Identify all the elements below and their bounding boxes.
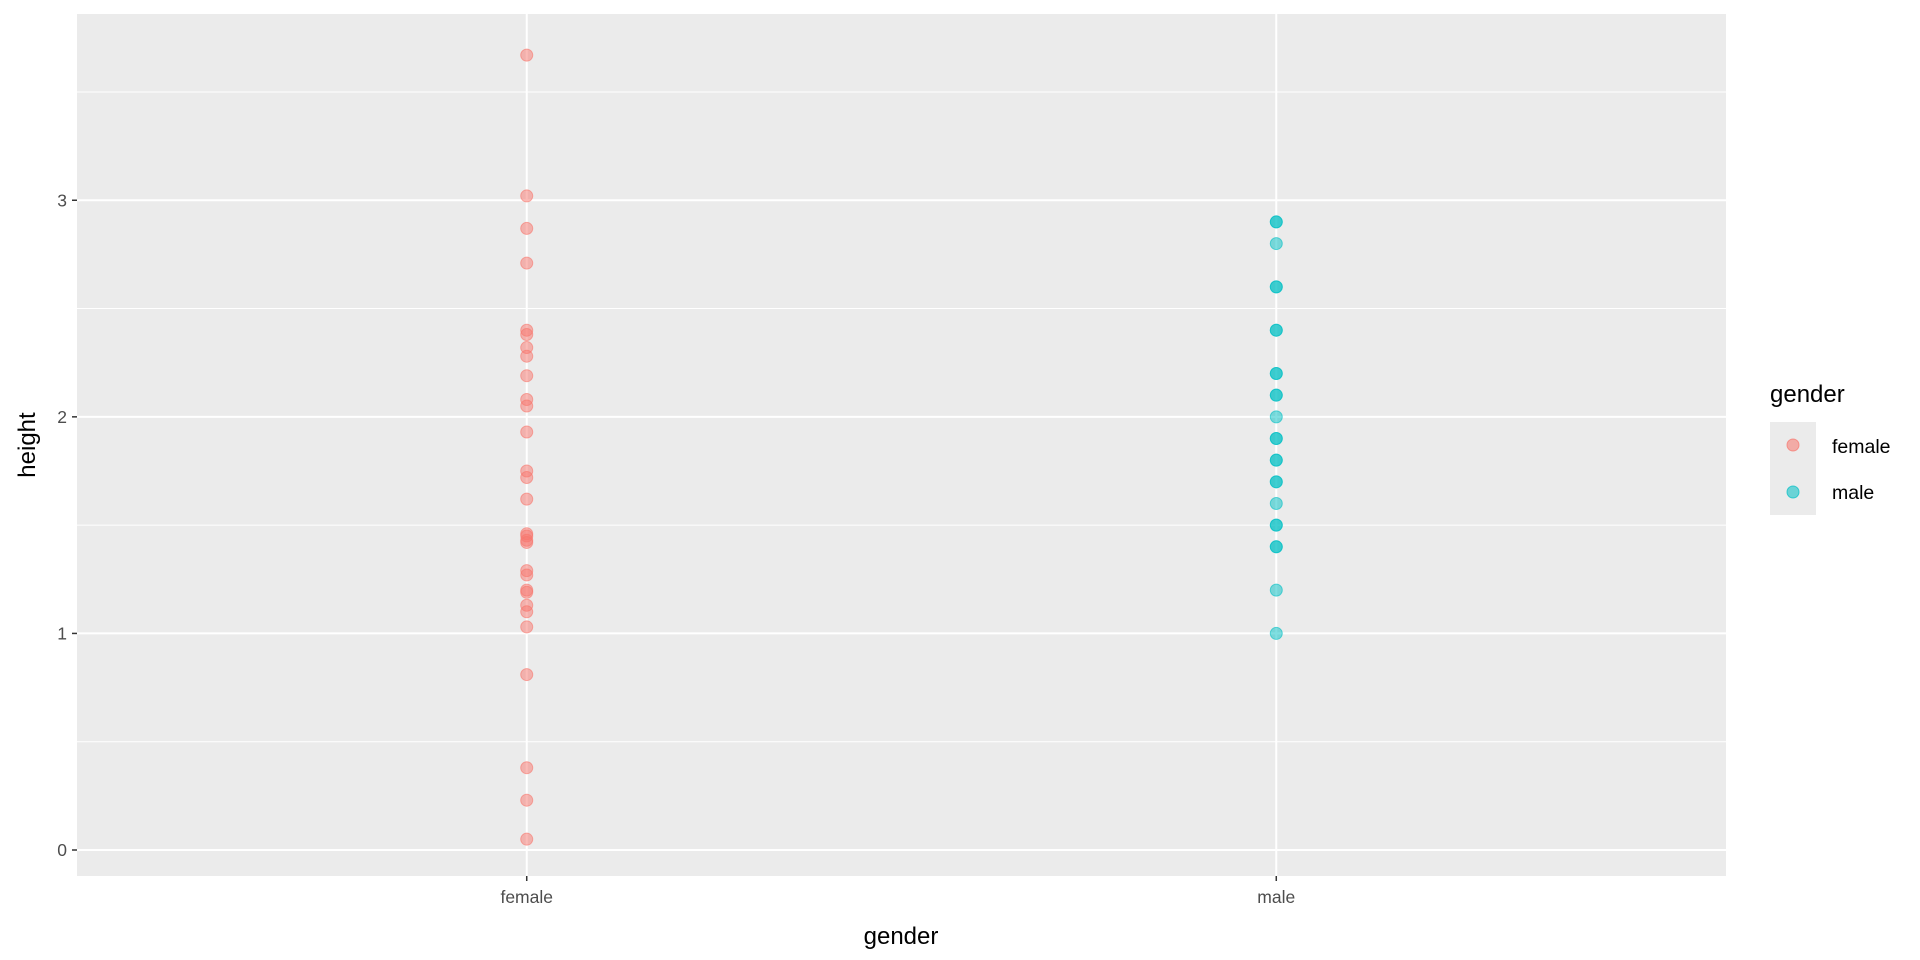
data-point-male: [1269, 540, 1283, 554]
data-point-female: [520, 832, 534, 846]
data-point-female: [520, 256, 534, 270]
data-point-female: [520, 761, 534, 775]
data-point-female: [520, 425, 534, 439]
legend-label-female: female: [1832, 436, 1891, 458]
grid-minor: [77, 91, 1726, 743]
data-point-male: [1269, 280, 1283, 294]
data-point-female: [520, 793, 534, 807]
data-point-male: [1269, 583, 1283, 597]
data-point-female: [520, 568, 534, 582]
legend-key-female: [1786, 438, 1800, 452]
data-point-female: [520, 221, 534, 235]
data-point-female: [520, 189, 534, 203]
grid-major: [77, 14, 1726, 876]
y-tick-label: 3: [57, 190, 67, 210]
data-point-male: [1269, 475, 1283, 489]
data-point-female: [520, 470, 534, 484]
data-point-female: [520, 492, 534, 506]
data-point-female: [520, 349, 534, 363]
x-tick-label: female: [500, 887, 553, 907]
data-point-male: [1269, 367, 1283, 381]
data-point-male: [1269, 626, 1283, 640]
data-point-female: [520, 535, 534, 549]
data-point-female: [520, 328, 534, 342]
y-tick-label: 0: [57, 840, 67, 860]
x-axis: female male: [500, 876, 1295, 907]
plot-panel: [77, 14, 1726, 876]
legend-label-male: male: [1832, 482, 1874, 504]
data-point-female: [520, 585, 534, 599]
data-point-female: [520, 605, 534, 619]
x-axis-title: gender: [864, 923, 939, 950]
legend-title: gender: [1770, 381, 1845, 408]
data-point-female: [520, 369, 534, 383]
data-point-male: [1269, 410, 1283, 424]
data-point-female: [520, 399, 534, 413]
data-point-female: [520, 620, 534, 634]
data-point-male: [1269, 215, 1283, 229]
data-point-male: [1269, 237, 1283, 251]
data-point-male: [1269, 518, 1283, 532]
data-point-male: [1269, 453, 1283, 467]
data-point-male: [1269, 388, 1283, 402]
data-point-male: [1269, 496, 1283, 510]
data-point-female: [520, 668, 534, 682]
y-tick-label: 2: [57, 407, 67, 427]
y-axis: 0 1 2 3: [57, 190, 77, 860]
y-axis-title: height: [14, 412, 41, 478]
legend: gender female male: [1770, 381, 1891, 515]
legend-key-male: [1786, 485, 1800, 499]
x-tick-label: male: [1257, 887, 1295, 907]
data-point-male: [1269, 323, 1283, 337]
data-point-female: [520, 48, 534, 62]
data-point-male: [1269, 432, 1283, 446]
y-tick-label: 1: [57, 623, 67, 643]
data-points: [520, 48, 1283, 846]
